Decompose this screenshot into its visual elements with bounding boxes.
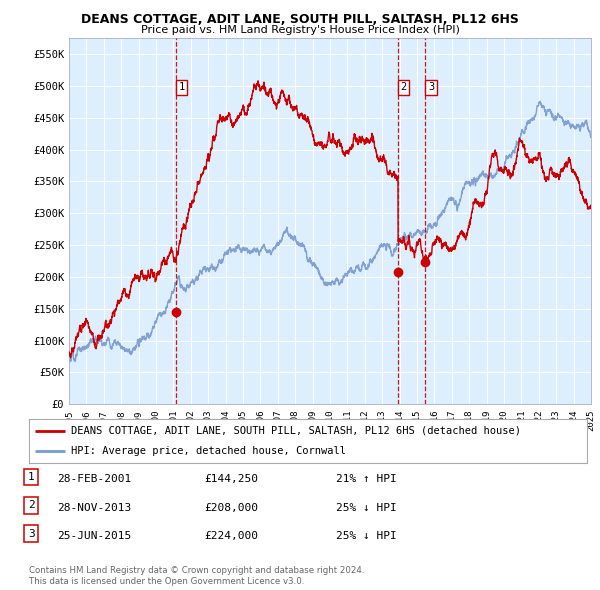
Text: 28-FEB-2001: 28-FEB-2001 [57, 474, 131, 484]
Text: HPI: Average price, detached house, Cornwall: HPI: Average price, detached house, Corn… [71, 446, 346, 456]
Text: £208,000: £208,000 [204, 503, 258, 513]
Text: 25% ↓ HPI: 25% ↓ HPI [336, 531, 397, 541]
Text: 25-JUN-2015: 25-JUN-2015 [57, 531, 131, 541]
Text: Price paid vs. HM Land Registry's House Price Index (HPI): Price paid vs. HM Land Registry's House … [140, 25, 460, 35]
Text: Contains HM Land Registry data © Crown copyright and database right 2024.
This d: Contains HM Land Registry data © Crown c… [29, 566, 364, 586]
Text: 1: 1 [28, 472, 35, 482]
Text: £144,250: £144,250 [204, 474, 258, 484]
Text: 28-NOV-2013: 28-NOV-2013 [57, 503, 131, 513]
Text: £224,000: £224,000 [204, 531, 258, 541]
Text: 1: 1 [179, 82, 185, 92]
Text: 25% ↓ HPI: 25% ↓ HPI [336, 503, 397, 513]
Text: 21% ↑ HPI: 21% ↑ HPI [336, 474, 397, 484]
Text: 2: 2 [28, 500, 35, 510]
Text: 3: 3 [428, 82, 434, 92]
Text: 3: 3 [28, 529, 35, 539]
Text: 2: 2 [401, 82, 407, 92]
Text: DEANS COTTAGE, ADIT LANE, SOUTH PILL, SALTASH, PL12 6HS (detached house): DEANS COTTAGE, ADIT LANE, SOUTH PILL, SA… [71, 426, 521, 436]
Text: DEANS COTTAGE, ADIT LANE, SOUTH PILL, SALTASH, PL12 6HS: DEANS COTTAGE, ADIT LANE, SOUTH PILL, SA… [81, 13, 519, 26]
